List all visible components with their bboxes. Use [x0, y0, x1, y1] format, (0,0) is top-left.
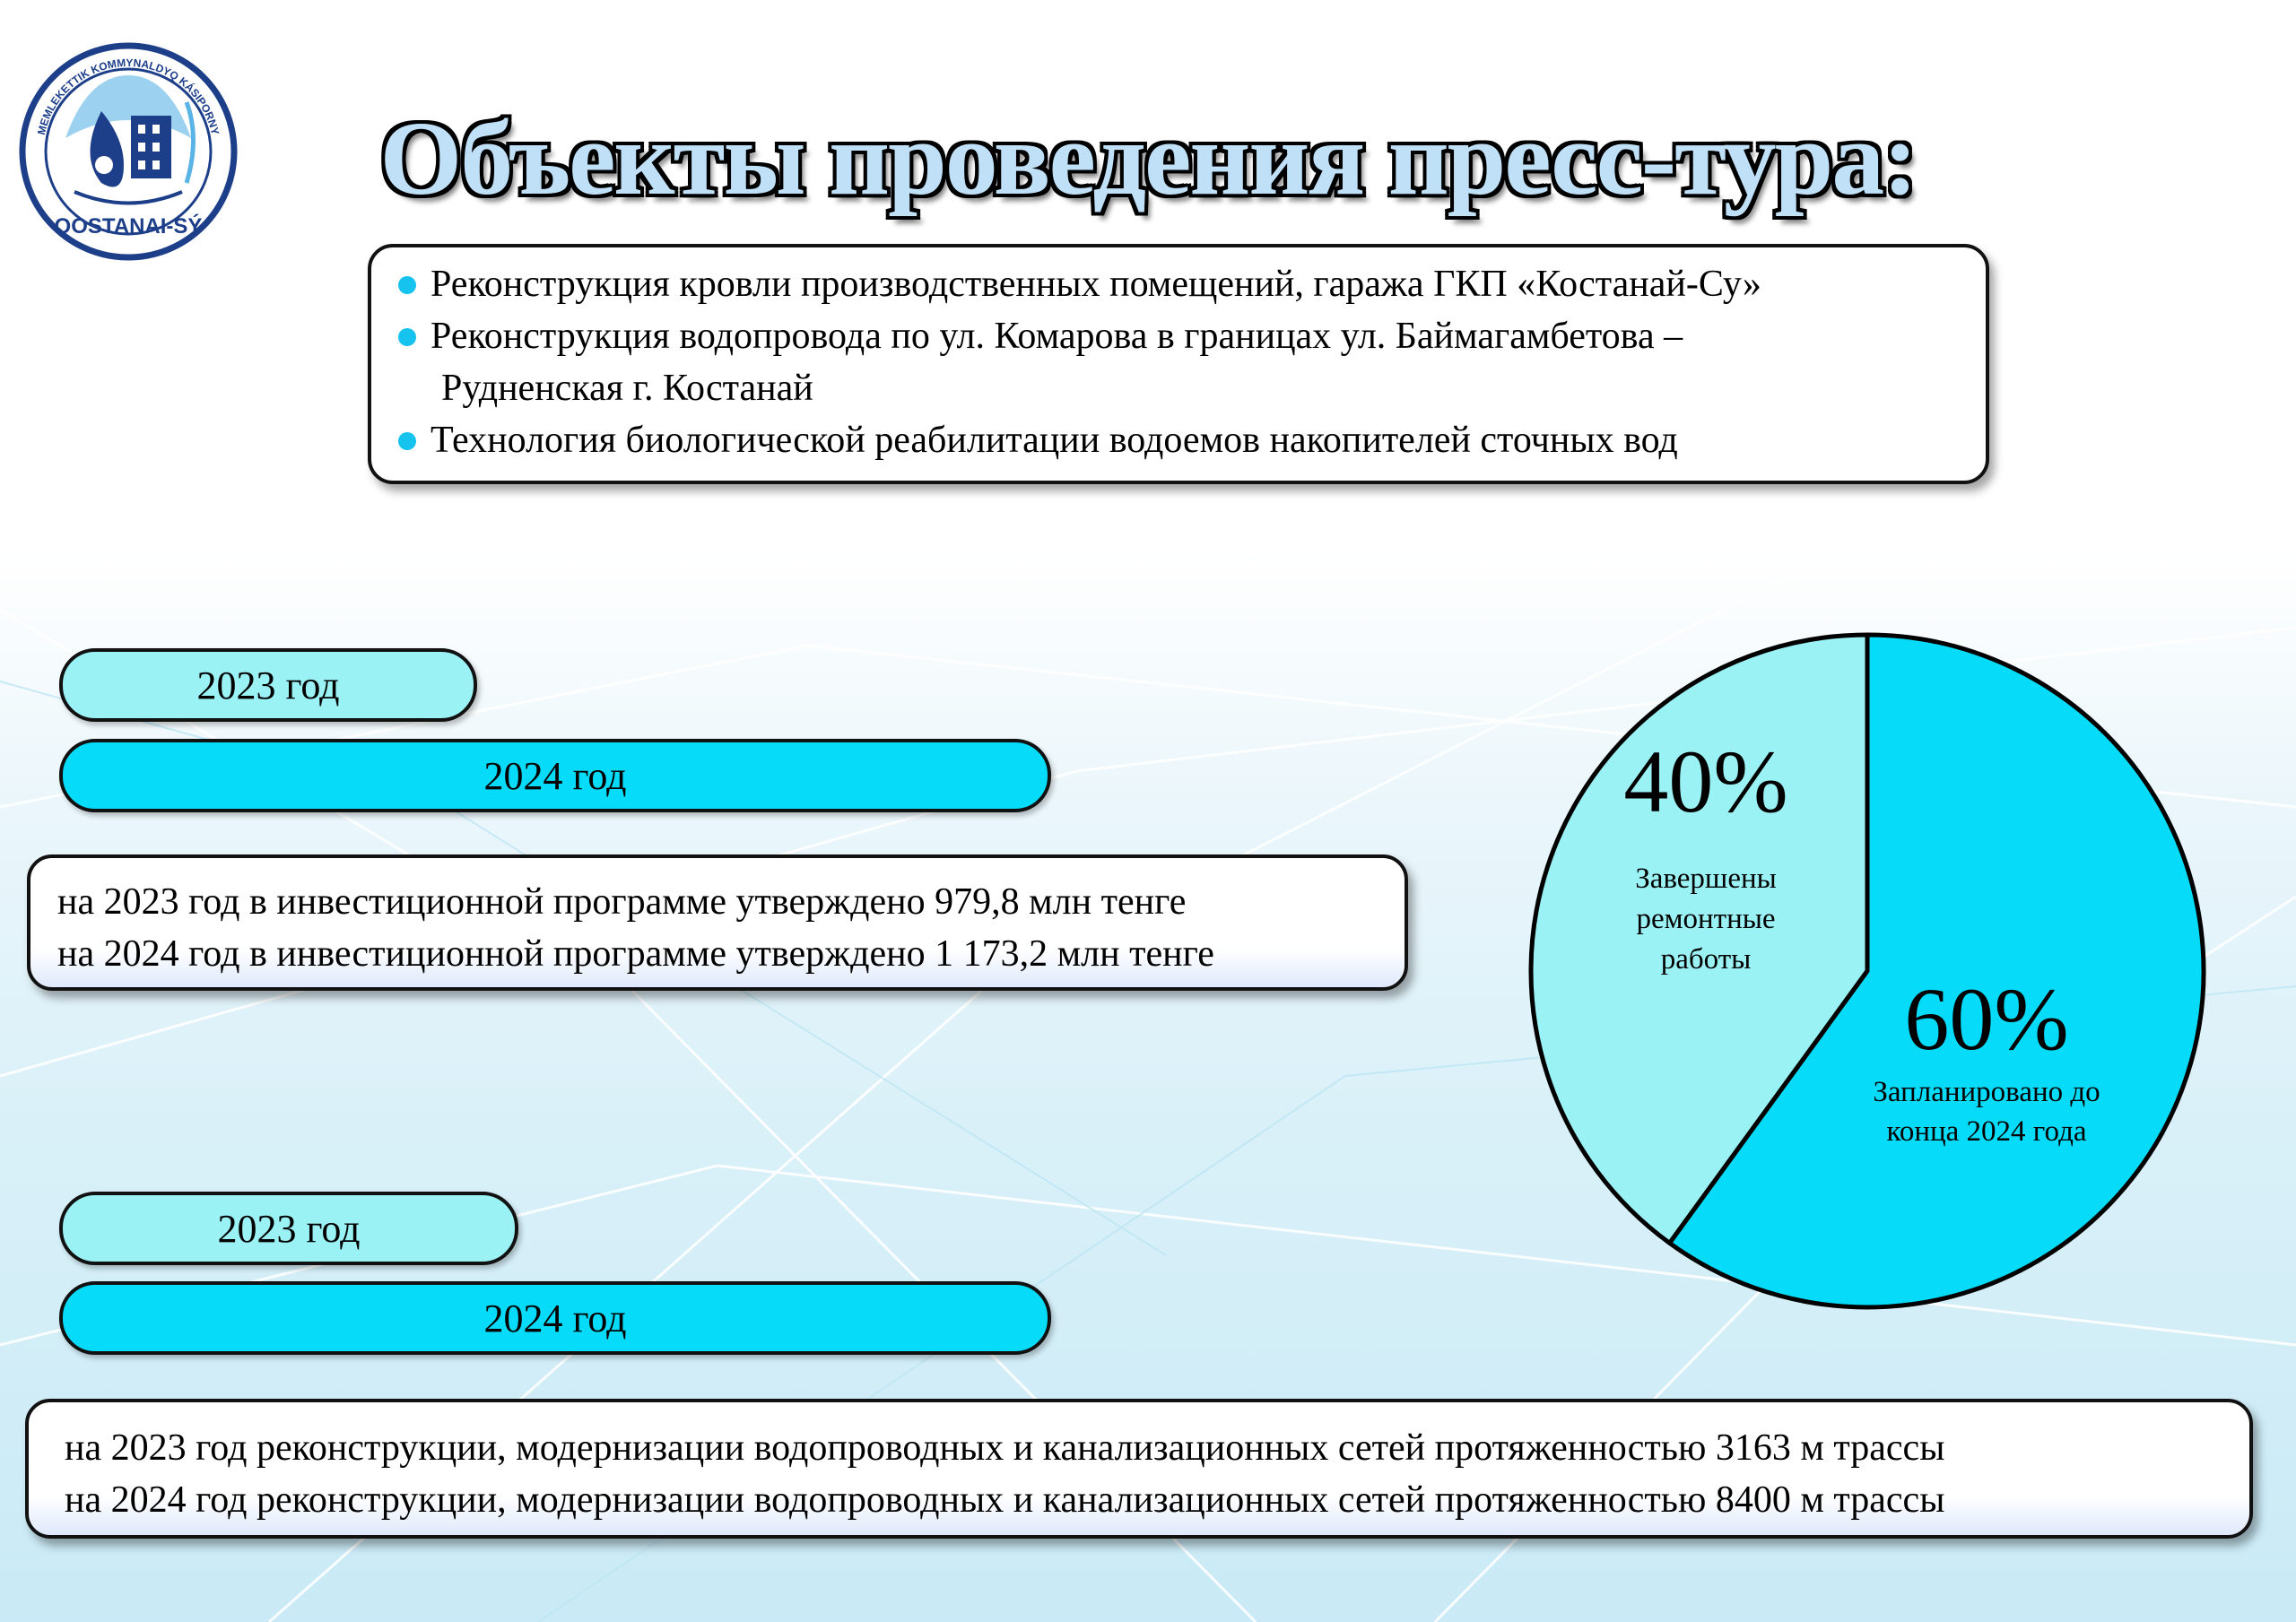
- topic-item: Технология биологической реабилитации во…: [398, 414, 1986, 466]
- bullet-icon: [398, 432, 416, 450]
- topics-box: Реконструкция кровли производственных по…: [368, 244, 1989, 484]
- topic-item: Реконструкция водопровода по ул. Комаров…: [398, 310, 1986, 414]
- networks-info-box: на 2023 год реконструкции, модернизации …: [25, 1399, 2253, 1539]
- pie-description-label: работы: [1661, 943, 1752, 976]
- investment-line-2023: на 2023 год в инвестиционной программе у…: [57, 881, 1187, 923]
- networks-bar-2023: 2023 год: [59, 1192, 518, 1265]
- progress-pie-chart: 40% Завершены ремонтные работы 60% Запланиров…: [1528, 632, 2206, 1310]
- investment-bar-2024: 2024 год: [59, 739, 1051, 812]
- pie-slice-2: [1667, 632, 2206, 1310]
- pie-slice-1: [1528, 632, 1870, 1245]
- bullet-icon: [398, 276, 416, 294]
- pie-description-label: ремонтные: [1636, 903, 1775, 935]
- page-title: Объекты проведения пресс-тура:: [379, 100, 1918, 217]
- pie-description-label: Завершены: [1635, 863, 1777, 895]
- pie-percent-label: 60%: [1904, 969, 2068, 1069]
- topic-text: Реконструкция водопровода по ул. Комаров…: [430, 316, 1683, 357]
- networks-line-2023: на 2023 год реконструкции, модернизации …: [65, 1427, 1945, 1469]
- investment-bar-2023: 2023 год: [59, 648, 477, 722]
- topic-text-continuation: Рудненская г. Костанай: [441, 368, 813, 409]
- networks-line-2024: на 2024 год реконструкции, модернизации …: [65, 1479, 1945, 1521]
- logo-name: QOSTANAI-SÝ: [55, 213, 203, 239]
- investment-line-2024: на 2024 год в инвестиционной программе у…: [57, 933, 1214, 975]
- topic-text: Технология биологической реабилитации во…: [430, 420, 1678, 461]
- investment-info-box: на 2023 год в инвестиционной программе у…: [27, 854, 1408, 991]
- company-logo: QOSTANAI-SÝ MEMLEKETTIK KOMMYNALDYQ KÁSI…: [19, 42, 238, 261]
- topic-item: Реконструкция кровли производственных по…: [398, 258, 1986, 310]
- pie-description-label: Запланировано до: [1873, 1076, 2100, 1108]
- networks-bar-2024: 2024 год: [59, 1281, 1051, 1355]
- topics-list: Реконструкция кровли производственных по…: [371, 247, 1986, 466]
- bullet-icon: [398, 328, 416, 346]
- pie-percent-label: 40%: [1623, 732, 1787, 831]
- pie-description-label: конца 2024 года: [1886, 1115, 2086, 1148]
- topic-text: Реконструкция кровли производственных по…: [430, 264, 1761, 305]
